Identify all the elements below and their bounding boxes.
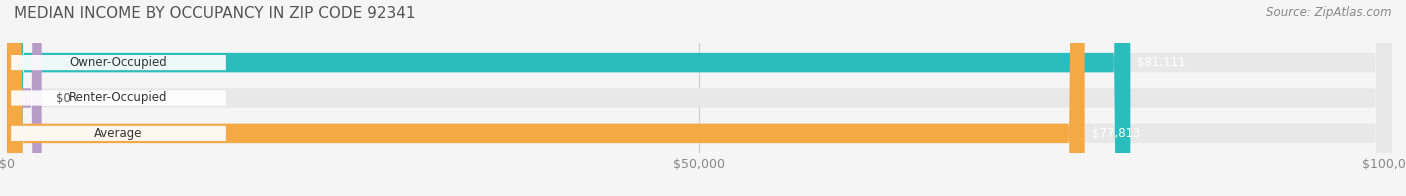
- FancyBboxPatch shape: [7, 0, 1084, 196]
- Text: $77,813: $77,813: [1091, 127, 1140, 140]
- Text: Source: ZipAtlas.com: Source: ZipAtlas.com: [1267, 6, 1392, 19]
- FancyBboxPatch shape: [7, 0, 1392, 196]
- FancyBboxPatch shape: [7, 0, 1392, 196]
- FancyBboxPatch shape: [11, 126, 226, 141]
- Text: MEDIAN INCOME BY OCCUPANCY IN ZIP CODE 92341: MEDIAN INCOME BY OCCUPANCY IN ZIP CODE 9…: [14, 6, 416, 21]
- FancyBboxPatch shape: [7, 0, 1392, 196]
- Text: Average: Average: [94, 127, 143, 140]
- FancyBboxPatch shape: [7, 0, 1130, 196]
- Text: Owner-Occupied: Owner-Occupied: [70, 56, 167, 69]
- Text: $81,111: $81,111: [1137, 56, 1185, 69]
- Text: $0: $0: [55, 92, 70, 104]
- FancyBboxPatch shape: [11, 55, 226, 70]
- Text: Renter-Occupied: Renter-Occupied: [69, 92, 167, 104]
- FancyBboxPatch shape: [11, 90, 226, 106]
- FancyBboxPatch shape: [7, 0, 42, 196]
